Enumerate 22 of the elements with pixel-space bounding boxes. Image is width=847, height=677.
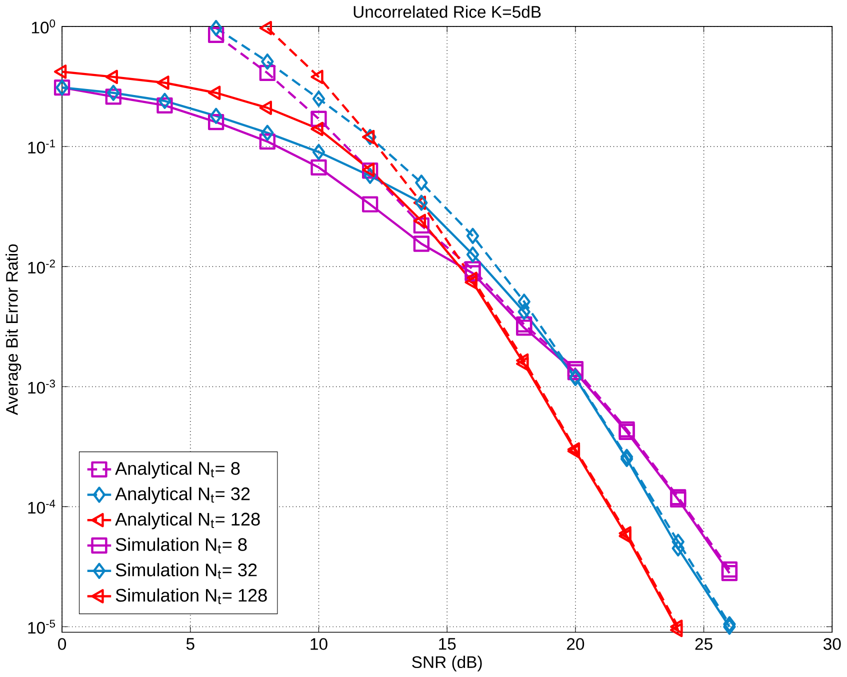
legend-label: Analytical N$_{t}$= 8 <box>115 462 240 478</box>
legend-label: Simulation N$_{t}$= 32 <box>116 563 257 579</box>
y-tick-label: 10$^{-3}$ <box>28 380 55 394</box>
x-tick-label: 30 <box>823 638 841 650</box>
x-tick-label: 10 <box>310 638 328 650</box>
x-tick-label: 25 <box>695 638 712 650</box>
legend-label: Simulation N$_{t}$= 8 <box>116 538 247 554</box>
x-tick-label: 20 <box>566 638 584 650</box>
y-tick-label: 10$^{-2}$ <box>28 260 55 274</box>
y-tick-label: 10$^{-5}$ <box>28 620 56 634</box>
chart-title: Uncorrelated Rice K=5dB <box>354 6 541 18</box>
y-axis-title: Average Bit Error Ratio <box>6 244 22 416</box>
y-tick-label: 10$^{-4}$ <box>28 500 56 514</box>
x-axis-title: SNR (dB) <box>412 656 482 672</box>
x-tick-label: 0 <box>58 638 66 650</box>
legend-label: Analytical N$_{t}$= 32 <box>115 486 250 504</box>
y-tick-label: 10$^{-1}$ <box>28 140 55 154</box>
legend-label: Simulation N$_{t}$= 128 <box>116 588 267 604</box>
y-tick-label: 10$^{0}$ <box>32 20 56 34</box>
x-tick-label: 15 <box>439 638 456 650</box>
x-tick-label: 5 <box>186 638 194 650</box>
legend-label: Analytical N$_{t}$= 128 <box>115 512 260 530</box>
